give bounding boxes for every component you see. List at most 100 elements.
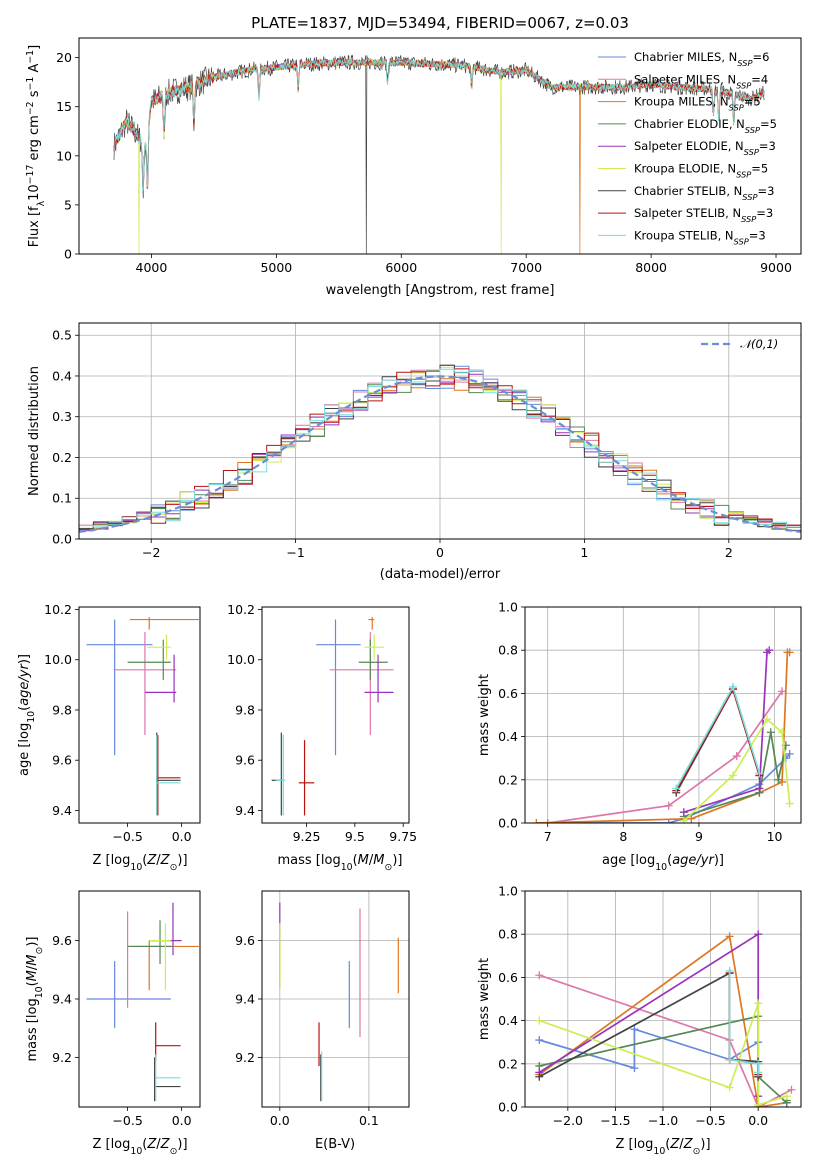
- y-axis-label: age [log10(age/yr)]: [17, 654, 37, 776]
- weight-marker: [630, 1025, 639, 1034]
- y-tick-label: 9.2: [235, 1050, 255, 1065]
- x-tick-label: 4000: [136, 260, 168, 275]
- x-axis-label: E(B-V): [315, 1137, 355, 1152]
- y-tick-label: 9.6: [235, 933, 255, 948]
- x-tick-label: −0.5: [112, 829, 142, 844]
- y-tick-label: 0.0: [498, 816, 518, 831]
- weight-marker: [687, 814, 696, 823]
- weight-marker: [754, 930, 763, 939]
- label-part: )]: [700, 1137, 710, 1152]
- plot-area: [535, 930, 796, 1107]
- label-part: =5: [760, 117, 777, 131]
- legend-label: Chabrier STELIB, NSSP=3: [634, 184, 774, 202]
- weight-line: [728, 970, 760, 1073]
- y-tick-label: 0.2: [52, 450, 72, 465]
- label-part: SSP: [737, 58, 752, 68]
- weight-marker: [778, 687, 787, 696]
- label-part: mass [: [25, 1018, 40, 1061]
- spectrum-line: [113, 58, 765, 192]
- x-tick-label: 8: [619, 829, 627, 844]
- weight-marker: [535, 1072, 544, 1081]
- label-part: Chabrier MILES, N: [634, 50, 737, 64]
- label-part: )]: [392, 853, 402, 868]
- label-part: )]: [177, 1137, 187, 1152]
- label-part: Z [: [92, 1137, 110, 1152]
- weight-line: [538, 932, 760, 1097]
- x-tick-label: 0.0: [270, 1113, 290, 1128]
- x-tick-label: −0.5: [112, 1113, 142, 1128]
- label-part: ⊙: [693, 1146, 701, 1157]
- x-tick-label: 0.1: [359, 1113, 379, 1128]
- label-part: mass [: [277, 853, 320, 868]
- label-part: log: [111, 853, 131, 868]
- weight-marker: [754, 1100, 763, 1107]
- weight-marker: [728, 682, 737, 691]
- panel-2: −2 −1 0 1 2 0.0 0.1 0.2 0.3 0.4 0.5: [52, 322, 802, 560]
- x-tick-label: 8000: [635, 260, 667, 275]
- x-axis-label: wavelength [Angstrom, rest frame]: [326, 283, 555, 298]
- x-tick-label: 9.75: [389, 829, 417, 844]
- chart-title: PLATE=1837, MJD=53494, FIBERID=0067, z=0…: [251, 14, 629, 32]
- y-tick-label: 0.4: [498, 1013, 518, 1028]
- x-tick-label: 0.0: [748, 1113, 768, 1128]
- label-part: log: [635, 853, 655, 868]
- label-part: =5: [744, 95, 761, 109]
- x-axis-label: Z [log10(Z/Z⊙)]: [615, 1137, 710, 1157]
- y-tick-label: 9.4: [52, 803, 72, 818]
- label-part: Kroupa STELIB, N: [634, 228, 734, 242]
- label-part: =3: [756, 206, 773, 220]
- weight-marker: [782, 1092, 791, 1101]
- weight-marker: [774, 775, 783, 784]
- label-part: Flux [f: [27, 206, 42, 247]
- y-tick-label: 10.2: [44, 602, 72, 617]
- label-part: 10: [130, 1146, 142, 1157]
- x-tick-label: 5000: [260, 260, 292, 275]
- y-tick-label: 0.4: [498, 729, 518, 744]
- y-tick-label: 9.2: [52, 1050, 72, 1065]
- legend-label: Kroupa ELODIE, NSSP=5: [634, 162, 768, 180]
- y-tick-label: 1.0: [498, 600, 518, 615]
- x-tick-label: 2: [725, 545, 733, 560]
- y-tick-label: 0.6: [498, 686, 518, 701]
- x-axis-label: age [log10(age/yr)]: [602, 853, 724, 873]
- y-tick-label: 9.6: [52, 753, 72, 768]
- label-part: log: [634, 1137, 654, 1152]
- weight-marker: [630, 1064, 639, 1073]
- label-part: −1: [25, 77, 36, 91]
- y-tick-label: 10.0: [44, 652, 72, 667]
- legend-label: Salpeter ELODIE, NSSP=3: [634, 139, 776, 157]
- x-tick-label: 0.0: [172, 829, 192, 844]
- label-part: 10: [341, 862, 353, 873]
- weight-marker: [754, 999, 763, 1008]
- normal-reference-curve: [79, 375, 801, 533]
- axes-frame: [78, 37, 802, 255]
- y-tick-label: 5: [64, 197, 72, 212]
- label-part: ]: [27, 45, 42, 50]
- y-axis-label: mass [log10(M/M⊙)]: [25, 936, 45, 1061]
- label-part: SSP: [741, 214, 756, 224]
- label-part: (: [25, 981, 40, 986]
- label-part: SSP: [734, 236, 749, 246]
- weight-marker: [732, 752, 741, 761]
- legend-label: Kroupa MILES, NSSP=5: [634, 95, 761, 113]
- x-tick-label: −1.0: [648, 1113, 678, 1128]
- label-part: A: [27, 64, 42, 77]
- x-axis-label: Z [log10(Z/Z⊙)]: [92, 1137, 187, 1157]
- label-part: Z: [160, 1137, 171, 1152]
- label-part: /: [25, 965, 40, 970]
- weight-line: [675, 686, 761, 792]
- y-axis-label: mass weight: [477, 674, 492, 756]
- label-part: =4: [751, 72, 768, 86]
- label-part: =3: [759, 139, 776, 153]
- plot-area: [113, 54, 765, 254]
- weight-line: [547, 753, 791, 823]
- label-part: SSP: [742, 192, 757, 202]
- histogram-step: [79, 368, 801, 534]
- label-part: Z: [146, 853, 157, 868]
- label-part: log: [321, 853, 341, 868]
- weight-marker: [762, 715, 771, 724]
- label-part: Kroupa MILES, N: [634, 95, 729, 109]
- label-part: (: [353, 853, 358, 868]
- axes-frame: [78, 606, 201, 824]
- label-part: Chabrier ELODIE, N: [634, 117, 745, 131]
